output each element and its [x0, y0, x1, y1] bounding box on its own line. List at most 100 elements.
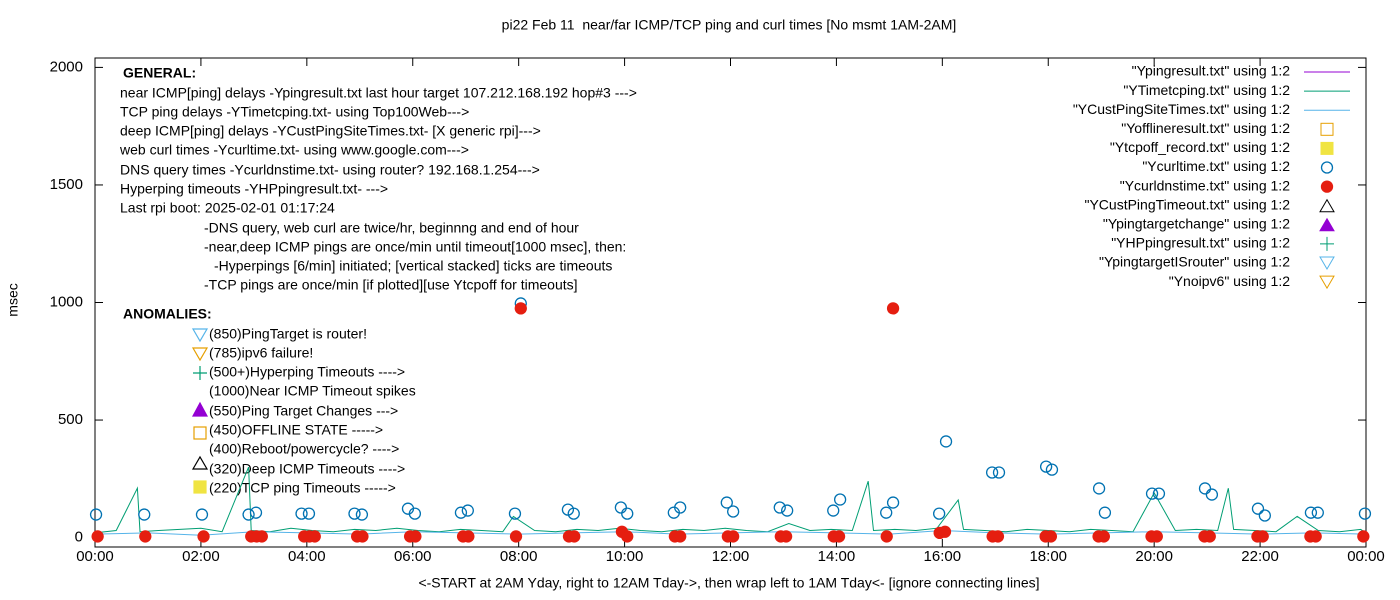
x-tick-label: 08:00 — [500, 548, 538, 565]
data-point — [1251, 502, 1265, 515]
anomaly-icons — [191, 328, 209, 494]
annotation: Hyperping timeouts -YHPpingresult.txt- -… — [120, 181, 388, 197]
x-tick-label: 04:00 — [288, 548, 326, 565]
data-point — [992, 466, 1006, 479]
data-point — [509, 530, 523, 543]
legend-swatch — [1319, 275, 1335, 290]
legend-label: "Ypingtargetchange" using 1:2 — [1103, 216, 1290, 232]
annotation: near ICMP[ping] delays -Ypingresult.txt … — [120, 85, 637, 101]
legend-label: "YCustPingSiteTimes.txt" using 1:2 — [1073, 101, 1290, 117]
annotation: (850)PingTarget is router! — [209, 326, 367, 342]
x-axis-label: <-START at 2AM Yday, right to 12AM Tday-… — [418, 575, 1039, 591]
icon — [193, 366, 207, 380]
icon — [193, 426, 207, 440]
data-point — [991, 530, 1005, 543]
data-point — [1098, 506, 1112, 519]
data-point — [1304, 506, 1318, 519]
data-point — [348, 507, 361, 520]
annotation: (220)TCP ping Timeouts -----> — [209, 480, 396, 496]
data-point — [1152, 487, 1166, 500]
data-point — [886, 496, 900, 509]
x-tick-label: 06:00 — [394, 548, 432, 565]
data-point — [1097, 530, 1111, 543]
data-point — [886, 302, 900, 315]
x-tick-label: 14:00 — [818, 548, 856, 565]
x-tick-label: 12:00 — [712, 548, 750, 565]
series-line — [94, 466, 1367, 534]
data-point — [827, 504, 840, 517]
data-point — [1198, 482, 1212, 495]
annotation: (500+)Hyperping Timeouts ----> — [209, 364, 405, 380]
data-point — [933, 507, 946, 520]
icon — [191, 347, 209, 362]
icon — [193, 480, 207, 494]
annotation: ANOMALIES: — [123, 306, 212, 322]
data-point — [1258, 509, 1271, 522]
annotation: web curl times -Ycurltime.txt- using www… — [119, 142, 469, 158]
data-point — [832, 530, 846, 543]
data-point — [408, 507, 422, 520]
y-tick-label: 1000 — [50, 293, 83, 310]
data-point — [508, 507, 522, 520]
x-tick-label: 20:00 — [1135, 548, 1173, 565]
data-point — [781, 504, 794, 517]
data-point — [1044, 530, 1058, 543]
data-point — [621, 507, 634, 520]
data-point — [779, 530, 793, 543]
data-point — [91, 530, 104, 543]
data-point — [621, 530, 634, 543]
x-tick-label: 16:00 — [924, 548, 962, 565]
annotation: GENERAL: — [123, 65, 196, 81]
data-point — [567, 507, 580, 520]
legend-swatch — [1320, 141, 1334, 155]
data-point — [89, 508, 103, 521]
annotation: -near,deep ICMP pings are once/min until… — [204, 239, 626, 255]
legend-swatch — [1319, 256, 1335, 270]
data-point — [939, 435, 953, 448]
data-point — [1205, 488, 1219, 501]
data-point — [1358, 507, 1372, 520]
icon — [191, 328, 209, 343]
data-point — [197, 530, 210, 543]
data-point — [1256, 530, 1269, 543]
data-point — [985, 466, 999, 479]
annotation: -TCP pings are once/min [if plotted][use… — [204, 277, 578, 293]
legend-label: "YpingtargetISrouter" using 1:2 — [1099, 254, 1290, 270]
x-tick-label: 10:00 — [606, 548, 644, 565]
data-point — [355, 508, 369, 521]
data-point — [242, 508, 255, 521]
data-point — [195, 508, 209, 521]
legend-label: "YCustPingTimeout.txt" using 1:2 — [1084, 196, 1290, 212]
data-point — [139, 530, 152, 543]
data-point — [302, 507, 316, 520]
annotation: (450)OFFLINE STATE -----> — [209, 422, 383, 438]
legend-swatch — [1320, 180, 1334, 193]
data-point — [1203, 530, 1216, 543]
data-point — [409, 530, 422, 543]
data-point — [356, 530, 369, 543]
data-point — [1039, 460, 1053, 473]
y-tick-label: 1500 — [50, 176, 83, 193]
annotation: Last rpi boot: 2025-02-01 01:17:24 — [120, 200, 335, 216]
y-tick-label: 0 — [75, 529, 83, 546]
data-point — [462, 530, 475, 543]
data-point — [514, 302, 527, 315]
data-point — [1145, 487, 1159, 500]
annotation: (1000)Near ICMP Timeout spikes — [209, 383, 416, 399]
data-point — [295, 507, 308, 520]
legend-swatch — [1320, 122, 1334, 136]
data-point — [938, 525, 952, 538]
legend-label: "Yofflineresult.txt" using 1:2 — [1121, 120, 1290, 136]
legend-label: "Ycurldnstime.txt" using 1:2 — [1120, 177, 1290, 193]
annotation: deep ICMP[ping] delays -YCustPingSiteTim… — [120, 123, 541, 139]
legend-label: "Ycurltime.txt" using 1:2 — [1142, 158, 1290, 174]
data-point — [568, 530, 581, 543]
data-point — [720, 496, 733, 509]
annotation: TCP ping delays -YTimetcping.txt- using … — [120, 104, 469, 120]
annotation: (320)Deep ICMP Timeouts ----> — [209, 461, 405, 477]
data-point — [614, 501, 628, 514]
legend-swatch — [1319, 198, 1335, 213]
x-tick-label: 00:00 — [1347, 548, 1385, 565]
